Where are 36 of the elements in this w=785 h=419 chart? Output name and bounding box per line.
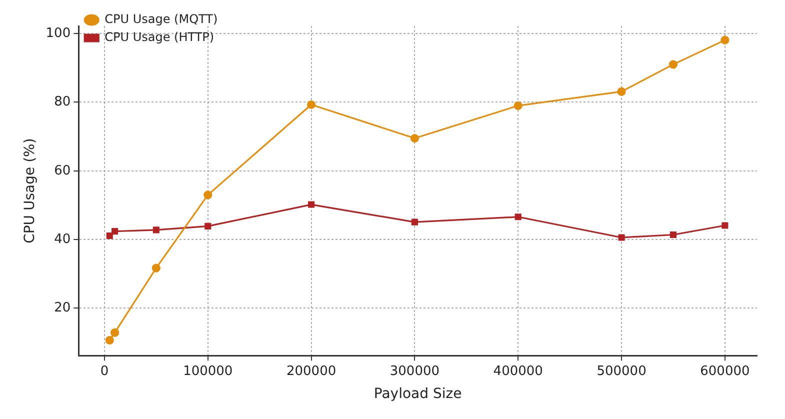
y-tick-label: 60: [54, 163, 71, 178]
x-tick-label: 200000: [286, 364, 336, 379]
point: [668, 60, 678, 69]
x-tick-label: 600000: [700, 364, 750, 379]
y-tick-label: 20: [54, 300, 71, 316]
y-tick-label: 40: [54, 232, 71, 247]
point: [722, 222, 728, 229]
x-tick-label: 500000: [596, 364, 646, 379]
point: [152, 264, 160, 272]
point: [204, 190, 212, 200]
point: [308, 201, 315, 208]
legend-label: CPU Usage (MQTT): [104, 12, 218, 26]
point: [306, 100, 316, 109]
x-tick-label: 0: [100, 364, 109, 379]
x-tick-label: 100000: [183, 364, 233, 379]
point: [105, 336, 114, 344]
legend-label: CPU Usage (HTTP): [104, 30, 214, 44]
point: [618, 234, 625, 241]
point: [410, 134, 420, 143]
y-tick-label: 80: [54, 94, 71, 110]
x-tick-label: 400000: [493, 364, 543, 379]
point: [152, 226, 160, 234]
point: [106, 232, 113, 240]
point: [617, 87, 626, 96]
point: [720, 36, 730, 44]
point: [514, 214, 522, 220]
point: [514, 101, 522, 110]
x-axis-title: Payload Size: [374, 386, 462, 402]
y-tick-label: 100: [46, 26, 71, 41]
point: [110, 328, 120, 337]
x-tick-label: 300000: [390, 364, 440, 379]
y-axis-title: CPU Usage (%): [22, 138, 38, 244]
point: [112, 228, 118, 235]
point: [670, 231, 677, 238]
point: [411, 218, 418, 226]
point: [204, 222, 212, 230]
